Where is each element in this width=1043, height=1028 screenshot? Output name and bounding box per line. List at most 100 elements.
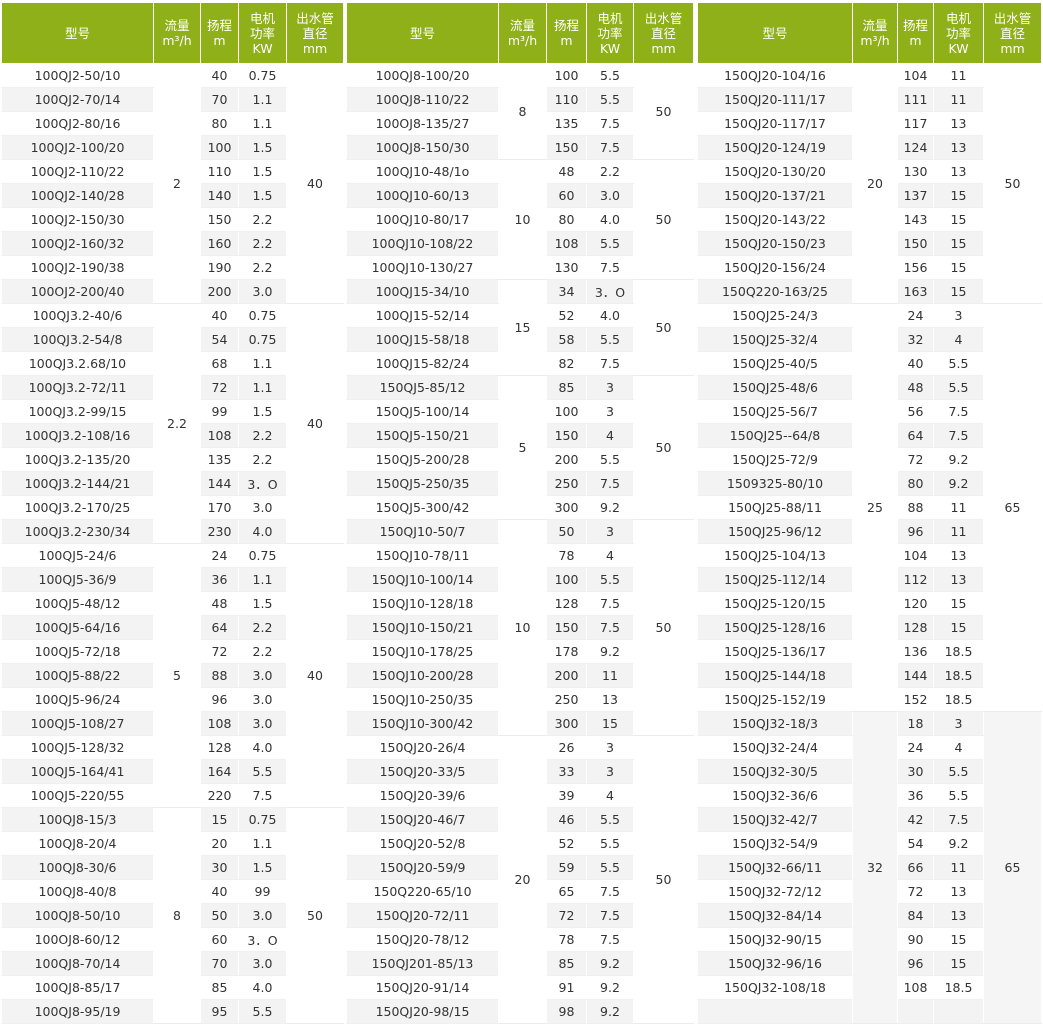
head-cell: 36 xyxy=(200,567,239,592)
table-row: 100QJ2-100/20 100 1.5 xyxy=(1,135,344,160)
table-row: 150QJ10-300/42 300 15 xyxy=(346,711,694,736)
model-cell: 100QJ10-130/27 xyxy=(346,255,499,280)
table-row: 150QJ10-250/35 250 13 xyxy=(346,687,694,712)
flow-cell: 8 xyxy=(498,63,547,160)
power-cell: 5.5 xyxy=(238,999,287,1024)
model-cell: 100QJ10-80/17 xyxy=(346,207,499,232)
power-cell: 4.0 xyxy=(238,735,287,760)
model-cell: 1509325-80/10 xyxy=(697,471,853,496)
model-cell: 150QJ20-150/23 xyxy=(697,231,853,256)
table-row: 100OJ8-60/12 60 3．O xyxy=(1,927,344,952)
power-cell xyxy=(933,999,984,1024)
table-row: 100QJ8-15/3 8 15 0.75 50 xyxy=(1,807,344,1024)
power-cell: 7.5 xyxy=(586,351,634,376)
head-cell: 48 xyxy=(200,591,239,616)
table-row: 150QJ32-42/7 42 7.5 xyxy=(697,807,1042,832)
table-row: 100QJ2-110/22 110 1.5 xyxy=(1,159,344,184)
power-cell: 7.5 xyxy=(586,471,634,496)
power-cell: 15 xyxy=(933,951,984,976)
model-cell: 150QJ5-200/28 xyxy=(346,447,499,472)
power-cell: 3．O xyxy=(238,927,287,952)
head-cell: 150 xyxy=(200,207,239,232)
model-cell: 150QJ25-104/13 xyxy=(697,543,853,568)
power-cell: 11 xyxy=(933,519,984,544)
power-cell: 2.2 xyxy=(238,639,287,664)
model-cell: 150QJ5-150/21 xyxy=(346,423,499,448)
power-cell: 3.0 xyxy=(238,687,287,712)
head-cell: 72 xyxy=(200,639,239,664)
head-cell: 26 xyxy=(546,735,587,760)
head-cell: 78 xyxy=(546,543,587,568)
power-cell: 7.5 xyxy=(586,927,634,952)
head-cell: 108 xyxy=(546,231,587,256)
power-cell: 4 xyxy=(933,735,984,760)
table-row: 100QJ5-72/18 72 2.2 xyxy=(1,639,344,664)
power-cell: 1.5 xyxy=(238,399,287,424)
table-row: 100QJ15-82/24 82 7.5 xyxy=(346,351,694,376)
table-row: 100QJ8-110/22 110 5.5 xyxy=(346,87,694,112)
table-row: 100QJ8-20/4 20 1.1 xyxy=(1,831,344,856)
head-cell: 200 xyxy=(546,663,587,688)
power-cell: 7.5 xyxy=(586,255,634,280)
table-row: 150QJ10-100/14 100 5.5 xyxy=(346,567,694,592)
head-cell: 20 xyxy=(200,831,239,856)
model-cell: 100QJ10-108/22 xyxy=(346,231,499,256)
table-row: 150QJ32-30/5 30 5.5 xyxy=(697,759,1042,784)
table-row: 150QJ5-100/14 100 3 xyxy=(346,399,694,424)
head-cell: 58 xyxy=(546,327,587,352)
power-cell: 4.0 xyxy=(586,207,634,232)
head-cell: 60 xyxy=(546,183,587,208)
model-cell: 150QJ20-124/19 xyxy=(697,135,853,160)
head-cell: 137 xyxy=(897,183,934,208)
header-model: 型号 xyxy=(1,2,154,64)
power-cell: 7.5 xyxy=(933,423,984,448)
head-cell: 200 xyxy=(546,447,587,472)
head-cell: 110 xyxy=(546,87,587,112)
table-row: 150QJ25-88/11 88 11 xyxy=(697,495,1042,520)
head-cell: 143 xyxy=(897,207,934,232)
model-cell: 100QJ15-52/14 xyxy=(346,303,499,328)
table-row: 150QJ20-104/16 20 104 11 50 xyxy=(697,63,1042,304)
power-cell: 11 xyxy=(933,495,984,520)
model-cell: 150QJ20-39/6 xyxy=(346,783,499,808)
model-cell: 100QJ3.2-230/34 xyxy=(1,519,154,544)
model-cell: 100QJ2-80/16 xyxy=(1,111,154,136)
table-row: 100QJ5-128/32 128 4.0 xyxy=(1,735,344,760)
head-cell: 156 xyxy=(897,255,934,280)
head-cell: 82 xyxy=(546,351,587,376)
flow-cell: 5 xyxy=(153,543,201,808)
header-model: 型号 xyxy=(697,2,853,64)
power-cell: 13 xyxy=(586,687,634,712)
table-row: 150QJ25-72/9 72 9.2 xyxy=(697,447,1042,472)
table-row: 100QJ5-108/27 108 3.0 xyxy=(1,711,344,736)
power-cell: 3 xyxy=(933,303,984,328)
table-row: 150QJ5-300/42 300 9.2 xyxy=(346,495,694,520)
head-cell: 128 xyxy=(200,735,239,760)
head-cell: 178 xyxy=(546,639,587,664)
pipe-diameter-cell: 50 xyxy=(633,375,694,520)
power-cell: 3 xyxy=(586,519,634,544)
flow-cell: 10 xyxy=(498,519,547,736)
table-row: 150Q220-65/10 65 7.5 xyxy=(346,879,694,904)
model-cell: 100QJ3.2-135/20 xyxy=(1,447,154,472)
head-cell: 300 xyxy=(546,495,587,520)
flow-cell: 8 xyxy=(153,807,201,1024)
table-row: 150QJ20-137/21 137 15 xyxy=(697,183,1042,208)
spec-table-right: 型号 流量 m³/h 扬程 m 电机 功率 KW 出水管 直径 mm 150QJ20-10… xyxy=(697,2,1042,1024)
model-cell: 100QJ10-48/1o xyxy=(346,159,499,184)
table-row: 150QJ25--64/8 64 7.5 xyxy=(697,423,1042,448)
power-cell: 4.0 xyxy=(586,303,634,328)
head-cell: 52 xyxy=(546,831,587,856)
power-cell: 1.1 xyxy=(238,375,287,400)
head-cell: 164 xyxy=(200,759,239,784)
head-cell: 108 xyxy=(200,711,239,736)
head-cell: 54 xyxy=(897,831,934,856)
head-cell: 52 xyxy=(546,303,587,328)
model-cell: 100QJ8-30/6 xyxy=(1,855,154,880)
table-row: 150QJ201-85/13 85 9.2 xyxy=(346,951,694,976)
power-cell: 13 xyxy=(933,111,984,136)
table-row: 100QJ10-60/13 60 3.0 xyxy=(346,183,694,208)
flow-cell: 15 xyxy=(498,279,547,376)
model-cell: 100QJ15-82/24 xyxy=(346,351,499,376)
model-cell: 150QJ25-112/14 xyxy=(697,567,853,592)
